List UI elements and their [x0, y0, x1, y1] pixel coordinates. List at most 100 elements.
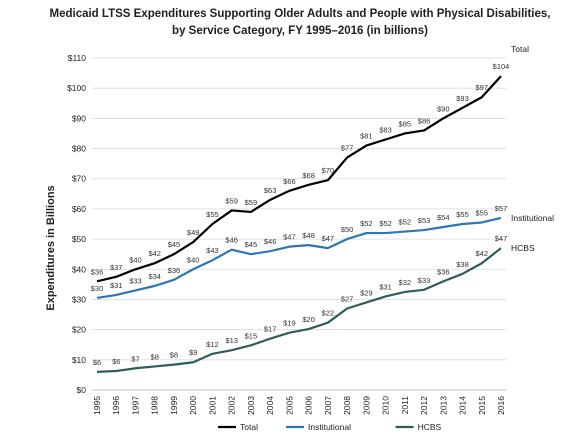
data-label-hcbs: $6	[112, 357, 120, 366]
series-end-label-total: Total	[511, 44, 529, 54]
data-label-total: $86	[418, 116, 431, 125]
data-label-institutional: $52	[399, 218, 412, 227]
y-tick-label: $30	[72, 294, 86, 304]
y-tick-label: $20	[72, 325, 86, 335]
data-label-institutional: $54	[437, 213, 450, 222]
data-label-total: $104	[493, 62, 510, 71]
series-end-label-institutional: Institutional	[511, 213, 554, 223]
data-label-hcbs: $33	[418, 276, 431, 285]
y-axis-label: Expenditures in Billions	[45, 185, 57, 310]
data-label-total: $40	[129, 255, 142, 264]
data-label-institutional: $46	[264, 237, 277, 246]
x-tick-label: 1999	[169, 396, 179, 415]
data-label-institutional: $52	[360, 219, 373, 228]
data-label-hcbs: $27	[341, 295, 354, 304]
y-tick-label: $10	[72, 355, 86, 365]
data-label-institutional: $55	[456, 210, 469, 219]
x-tick-label: 2016	[496, 396, 506, 415]
series-end-label-hcbs: HCBS	[511, 243, 535, 253]
data-label-total: $90	[437, 104, 450, 113]
data-label-layer: $36 $37 $40 $42 $45 $49 $55 $59 $59 $63 $66 $68 $70 $…	[91, 44, 554, 367]
data-label-institutional: $47	[283, 233, 296, 242]
x-tick-label: 1996	[111, 396, 121, 415]
data-label-hcbs: $8	[151, 352, 159, 361]
data-label-hcbs: $8	[170, 351, 178, 360]
data-label-hcbs: $29	[360, 288, 373, 297]
legend-entry-hcbs: HCBS	[418, 422, 442, 432]
data-label-institutional: $50	[341, 225, 354, 234]
data-label-institutional: $46	[225, 236, 238, 245]
data-label-total: $68	[302, 171, 315, 180]
x-tick-label: 2001	[207, 396, 217, 415]
data-label-hcbs: $36	[437, 267, 450, 276]
axis-layer: $0 $10 $20 $30 $40 $50 $60 $70 $80 $90 $100 $110 199…	[67, 53, 506, 415]
x-tick-label: 2000	[188, 396, 198, 415]
data-label-total: $85	[399, 119, 412, 128]
y-tick-label: $70	[72, 174, 86, 184]
y-tick-label: $0	[77, 385, 87, 395]
data-label-institutional: $33	[129, 276, 142, 285]
x-tick-label: 2014	[458, 396, 468, 415]
data-label-hcbs: $22	[322, 309, 335, 318]
data-label-hcbs: $13	[225, 336, 238, 345]
x-tick-label: 2015	[477, 396, 487, 415]
data-label-total: $42	[148, 249, 161, 258]
chart-title-line-2: by Service Category, FY 1995–2016 (in bi…	[172, 25, 428, 37]
data-label-hcbs: $42	[476, 249, 489, 258]
data-label-hcbs: $19	[283, 319, 296, 328]
data-label-total: $49	[187, 228, 200, 237]
data-label-institutional: $43	[206, 246, 219, 255]
data-label-institutional: $57	[495, 204, 508, 213]
grid-layer	[92, 57, 506, 391]
y-tick-label: $90	[72, 113, 86, 123]
x-tick-label: 1995	[92, 396, 102, 415]
data-label-institutional: $31	[110, 281, 123, 290]
data-label-hcbs: $7	[131, 354, 139, 363]
data-label-total: $70	[322, 166, 335, 175]
x-tick-label: 2005	[284, 396, 294, 415]
series-line-total	[96, 75, 502, 283]
data-label-institutional: $52	[379, 219, 392, 228]
data-label-hcbs: $6	[93, 358, 101, 367]
data-label-institutional: $36	[168, 266, 181, 275]
data-label-institutional: $40	[187, 255, 200, 264]
data-label-institutional: $47	[322, 234, 335, 243]
y-tick-label: $60	[72, 204, 86, 214]
x-tick-label: 2007	[323, 396, 333, 415]
data-label-institutional: $53	[418, 216, 431, 225]
x-tick-label: 1997	[130, 396, 140, 415]
data-label-total: $36	[91, 267, 104, 276]
data-label-hcbs: $31	[379, 282, 392, 291]
chart-title-line-1: Medicaid LTSS Expenditures Supporting Ol…	[50, 8, 551, 20]
data-label-hcbs: $47	[495, 234, 508, 243]
legend: Total Institutional HCBS	[218, 422, 442, 432]
data-label-hcbs: $12	[206, 340, 219, 349]
x-tick-label: 2013	[438, 396, 448, 415]
data-label-total: $77	[341, 144, 354, 153]
data-label-total: $59	[225, 196, 238, 205]
x-tick-label: 2011	[400, 396, 410, 415]
data-label-total: $81	[360, 132, 373, 141]
y-tick-label: $40	[72, 264, 86, 274]
data-label-hcbs: $32	[399, 278, 412, 287]
data-label-hcbs: $9	[189, 348, 197, 357]
data-label-total: $59	[245, 198, 258, 207]
data-label-total: $83	[379, 125, 392, 134]
data-label-total: $63	[264, 186, 277, 195]
data-label-total: $45	[168, 240, 181, 249]
data-label-institutional: $55	[476, 208, 489, 217]
series-line-hcbs	[96, 247, 502, 373]
series-layer	[96, 75, 502, 373]
x-tick-label: 2002	[227, 396, 237, 415]
x-tick-label: 2010	[381, 396, 391, 415]
series-line-institutional	[96, 216, 502, 300]
x-tick-label: 2003	[246, 396, 256, 415]
x-tick-label: 2004	[265, 396, 275, 415]
data-label-hcbs: $20	[302, 315, 315, 324]
data-label-institutional: $34	[148, 272, 161, 281]
data-label-institutional: $48	[302, 231, 315, 240]
data-label-total: $93	[456, 94, 469, 103]
x-tick-label: 2012	[419, 396, 429, 415]
data-label-total: $66	[283, 177, 296, 186]
